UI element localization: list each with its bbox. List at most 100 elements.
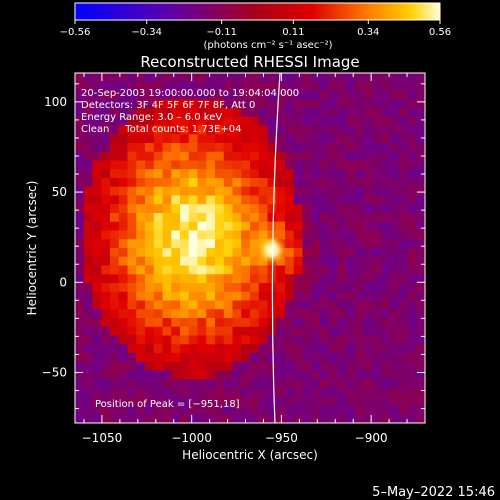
heatmap-cell — [215, 73, 225, 83]
heatmap-cell — [110, 283, 120, 293]
heatmap-cell — [223, 274, 233, 284]
heatmap-cell — [381, 370, 391, 380]
heatmap-cell — [355, 90, 365, 100]
heatmap-cell — [398, 274, 408, 284]
heatmap-cell — [92, 318, 102, 328]
heatmap-cell — [346, 326, 356, 336]
heatmap-cell — [320, 274, 330, 284]
heatmap-cell — [407, 414, 417, 423]
heatmap-cell — [180, 344, 190, 354]
heatmap-cell — [416, 178, 425, 188]
heatmap-cell — [127, 370, 137, 380]
heatmap-cell — [101, 221, 111, 231]
heatmap-cell — [258, 388, 268, 398]
heatmap-cell — [416, 213, 425, 223]
heatmap-cell — [267, 116, 277, 126]
heatmap-cell — [267, 405, 277, 415]
heatmap-cell — [250, 283, 260, 293]
heatmap-cell — [153, 239, 163, 249]
heatmap-cell — [232, 274, 242, 284]
heatmap-cell — [416, 344, 425, 354]
heatmap-cell — [197, 353, 207, 363]
heatmap-cell — [355, 73, 365, 83]
heatmap-cell — [145, 300, 155, 310]
heatmap-cell — [363, 370, 373, 380]
heatmap-cell — [83, 414, 93, 423]
heatmap-cell — [328, 186, 338, 196]
heatmap-cell — [276, 379, 286, 389]
heatmap-cell — [188, 230, 198, 240]
heatmap-cell — [381, 335, 391, 345]
heatmap-cell — [293, 125, 303, 135]
heatmap-cell — [293, 116, 303, 126]
heatmap-cell — [75, 195, 85, 205]
heatmap-cell — [390, 283, 400, 293]
heatmap-cell — [407, 309, 417, 319]
heatmap-cell — [83, 160, 93, 170]
heatmap-cell — [285, 160, 295, 170]
heatmap-cell — [83, 379, 93, 389]
heatmap-cell — [223, 256, 233, 266]
heatmap-cell — [311, 169, 321, 179]
heatmap-cell — [346, 239, 356, 249]
heatmap-cell — [162, 151, 172, 161]
heatmap-cell — [346, 125, 356, 135]
x-tick-label: −1000 — [171, 431, 212, 445]
heatmap-cell — [416, 414, 425, 423]
heatmap-cell — [232, 388, 242, 398]
heatmap-cell — [276, 370, 286, 380]
heatmap-cell — [372, 388, 382, 398]
colorbar-tick-label: 0.34 — [357, 27, 379, 38]
heatmap-cell — [267, 396, 277, 406]
heatmap-cell — [206, 169, 216, 179]
heatmap-cell — [337, 125, 347, 135]
heatmap-cell — [83, 221, 93, 231]
heatmap-cell — [75, 291, 85, 301]
heatmap-cell — [416, 143, 425, 153]
heatmap-cell — [162, 178, 172, 188]
heatmap-cell — [407, 195, 417, 205]
heatmap-cell — [92, 379, 102, 389]
heatmap-cell — [372, 108, 382, 118]
heatmap-cell — [320, 90, 330, 100]
heatmap-cell — [363, 405, 373, 415]
heatmap-cell — [293, 178, 303, 188]
heatmap-cell — [118, 353, 128, 363]
heatmap-cell — [180, 186, 190, 196]
heatmap-cell — [267, 81, 277, 91]
heatmap-cell — [153, 265, 163, 275]
heatmap-cell — [337, 230, 347, 240]
heatmap-cell — [92, 99, 102, 109]
heatmap-cell — [337, 256, 347, 266]
heatmap-cell — [293, 353, 303, 363]
heatmap-cell — [215, 370, 225, 380]
heatmap-cell — [223, 370, 233, 380]
heatmap-cell — [83, 151, 93, 161]
heatmap-cell — [215, 90, 225, 100]
heatmap-cell — [381, 265, 391, 275]
heatmap-cell — [285, 125, 295, 135]
heatmap-cell — [188, 388, 198, 398]
heatmap-cell — [145, 125, 155, 135]
heatmap-cell — [153, 326, 163, 336]
heatmap-cell — [215, 335, 225, 345]
heatmap-cell — [180, 291, 190, 301]
heatmap-cell — [110, 90, 120, 100]
heatmap-cell — [390, 160, 400, 170]
heatmap-cell — [355, 125, 365, 135]
heatmap-cell — [75, 151, 85, 161]
heatmap-cell — [416, 73, 425, 83]
heatmap-cell — [162, 195, 172, 205]
heatmap-cell — [276, 134, 286, 144]
heatmap-cell — [188, 81, 198, 91]
heatmap-cell — [197, 195, 207, 205]
heatmap-cell — [381, 178, 391, 188]
heatmap-cell — [276, 169, 286, 179]
heatmap-cell — [241, 221, 251, 231]
heatmap-cell — [188, 291, 198, 301]
heatmap-cell — [241, 300, 251, 310]
heatmap-cell — [407, 160, 417, 170]
heatmap-cell — [83, 116, 93, 126]
heatmap-cell — [136, 230, 146, 240]
